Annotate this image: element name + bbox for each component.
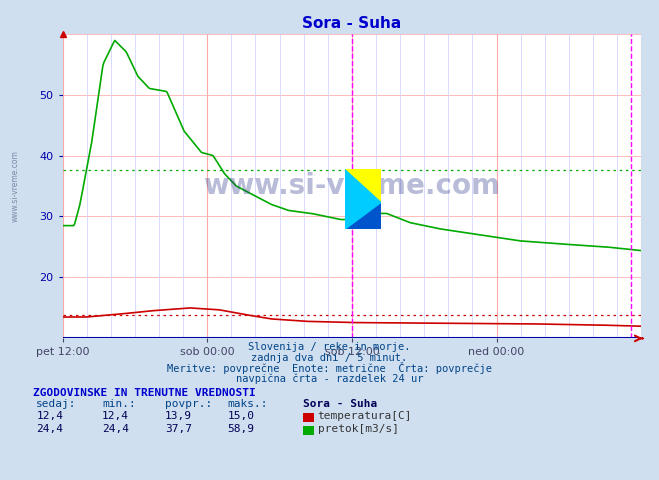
Text: 24,4: 24,4: [102, 424, 129, 434]
Text: 12,4: 12,4: [36, 411, 63, 421]
Polygon shape: [345, 169, 381, 200]
Text: 37,7: 37,7: [165, 424, 192, 434]
Text: 13,9: 13,9: [165, 411, 192, 421]
Text: Sora - Suha: Sora - Suha: [303, 399, 378, 409]
Text: zadnja dva dni / 5 minut.: zadnja dva dni / 5 minut.: [251, 353, 408, 363]
Text: www.si-vreme.com: www.si-vreme.com: [204, 172, 500, 200]
Text: 58,9: 58,9: [227, 424, 254, 434]
Text: maks.:: maks.:: [227, 399, 268, 409]
Text: 12,4: 12,4: [102, 411, 129, 421]
Polygon shape: [345, 169, 381, 229]
Text: sedaj:: sedaj:: [36, 399, 76, 409]
Text: ZGODOVINSKE IN TRENUTNE VREDNOSTI: ZGODOVINSKE IN TRENUTNE VREDNOSTI: [33, 388, 256, 398]
Text: www.si-vreme.com: www.si-vreme.com: [11, 150, 20, 222]
Text: min.:: min.:: [102, 399, 136, 409]
Text: navpična črta - razdelek 24 ur: navpična črta - razdelek 24 ur: [236, 373, 423, 384]
Text: temperatura[C]: temperatura[C]: [318, 411, 412, 421]
Polygon shape: [345, 169, 381, 203]
Text: Meritve: povprečne  Enote: metrične  Črta: povprečje: Meritve: povprečne Enote: metrične Črta:…: [167, 361, 492, 373]
Text: povpr.:: povpr.:: [165, 399, 212, 409]
Text: 15,0: 15,0: [227, 411, 254, 421]
Text: Slovenija / reke in morje.: Slovenija / reke in morje.: [248, 342, 411, 352]
Text: 24,4: 24,4: [36, 424, 63, 434]
Title: Sora - Suha: Sora - Suha: [302, 16, 401, 31]
Polygon shape: [345, 169, 381, 200]
Text: pretok[m3/s]: pretok[m3/s]: [318, 424, 399, 434]
